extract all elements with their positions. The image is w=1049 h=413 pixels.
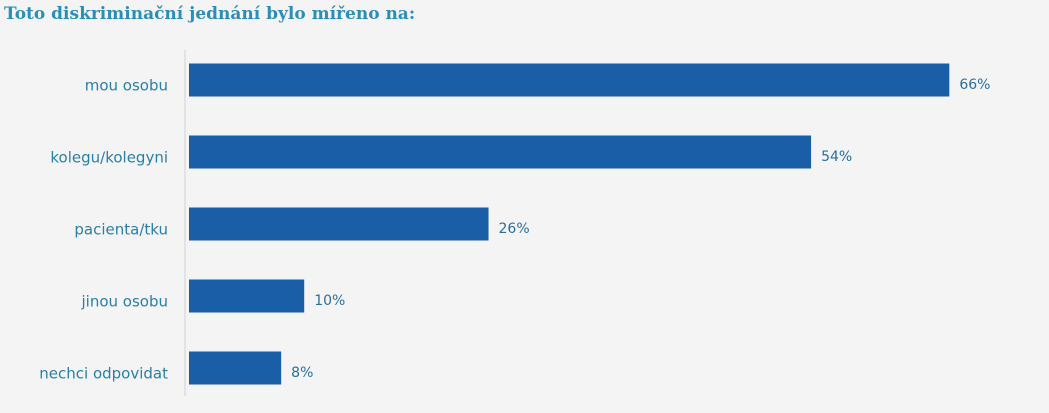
bar xyxy=(189,135,812,169)
category-label: nechci odpovidat xyxy=(39,365,168,383)
category-label: mou osobu xyxy=(85,77,168,95)
category-label: jinou osobu xyxy=(81,293,169,311)
category-label: kolegu/kolegyni xyxy=(50,149,168,167)
bar xyxy=(189,63,950,97)
value-label: 26% xyxy=(499,221,530,237)
value-label: 8% xyxy=(291,365,313,381)
bar xyxy=(189,351,282,385)
value-label: 66% xyxy=(959,77,990,93)
bar xyxy=(189,207,489,241)
value-label: 54% xyxy=(821,149,852,165)
category-label: pacienta/tku xyxy=(74,221,168,239)
bar xyxy=(189,279,305,313)
value-label: 10% xyxy=(314,293,345,309)
chart-title: Toto diskriminační jednání bylo mířeno n… xyxy=(4,4,415,24)
